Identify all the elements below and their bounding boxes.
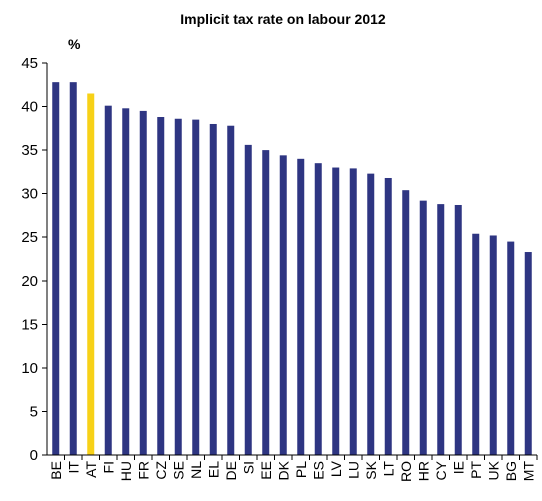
y-tick-label: 10 [21, 360, 38, 377]
x-tick-label-pl: PL [293, 461, 309, 478]
bar-cz [157, 117, 165, 455]
bar-lu [349, 168, 357, 455]
bar-si [244, 144, 252, 455]
x-tick-label-hr: HR [415, 461, 431, 481]
bar-hr [419, 200, 427, 455]
bars [52, 82, 532, 456]
x-tick-label-el: EL [205, 461, 221, 478]
bar-at [87, 93, 95, 456]
x-tick-label-ro: RO [398, 461, 414, 482]
y-tick-label: 40 [21, 99, 38, 116]
bar-dk [279, 155, 287, 455]
bar-fi [104, 105, 112, 456]
bar-be [52, 82, 60, 455]
bar-ro [402, 190, 410, 455]
x-tick-label-nl: NL [188, 461, 204, 479]
bar-se [174, 118, 182, 455]
x-tick-label-it: IT [65, 461, 81, 474]
bar-es [314, 163, 322, 455]
bar-it [69, 82, 77, 455]
bar-lv [332, 167, 340, 455]
x-tick-label-es: ES [310, 461, 326, 480]
bar-pt [472, 233, 480, 455]
y-tick-label: 30 [21, 186, 38, 203]
bar-el [209, 123, 217, 455]
bar-mt [524, 252, 532, 455]
x-tick-label-ee: EE [258, 461, 274, 480]
x-tick-label-cz: CZ [153, 461, 169, 480]
y-tick-label: 5 [30, 403, 38, 420]
x-tick-label-lv: LV [328, 460, 344, 477]
unit-label: % [68, 36, 81, 52]
x-tick-label-mt: MT [520, 461, 536, 482]
bar-hu [122, 108, 130, 456]
x-tick-label-sk: SK [363, 460, 379, 479]
chart-title: Implicit tax rate on labour 2012 [180, 11, 386, 27]
x-tick-label-hu: HU [118, 461, 134, 481]
bar-ee [262, 150, 270, 456]
x-axis: BE IT AT FI HU FR CZ SE NL EL DE SI EE DK PL ES LV LU SK LT… [47, 454, 538, 482]
x-tick-label-lu: LU [345, 461, 361, 479]
y-tick-label: 25 [21, 229, 38, 246]
x-tick-label-lt: LT [380, 461, 396, 477]
bar-lt [384, 177, 392, 456]
bar-sk [367, 173, 375, 455]
x-tick-label-fr: FR [135, 461, 151, 480]
x-tick-label-at: AT [83, 461, 99, 478]
bar-bg [507, 241, 515, 455]
x-tick-label-ie: IE [450, 461, 466, 474]
y-tick-label: 45 [21, 55, 38, 72]
bar-de [227, 125, 235, 455]
x-tick-label-cy: CY [433, 460, 449, 480]
bar-cy [437, 204, 445, 455]
y-tick-label: 0 [30, 447, 38, 464]
x-tick-label-se: SE [170, 461, 186, 480]
x-tick-label-be: BE [48, 461, 64, 480]
bar-ie [454, 204, 462, 455]
y-tick-label: 35 [21, 142, 38, 159]
x-tick-label-si: SI [240, 461, 256, 474]
y-tick-label: 15 [21, 316, 38, 333]
x-tick-label-de: DE [223, 461, 239, 480]
x-tick-label-fi: FI [100, 461, 116, 473]
y-axis: 0 5 10 15 20 25 30 35 40 45 [21, 55, 48, 464]
x-tick-label-bg: BG [503, 461, 519, 481]
bar-uk [489, 235, 497, 455]
bar-nl [192, 119, 200, 456]
bar-fr [139, 110, 147, 455]
bar-pl [297, 158, 305, 455]
x-tick-label-pt: PT [468, 461, 484, 479]
x-tick-label-uk: UK [485, 460, 501, 480]
x-tick-label-dk: DK [275, 460, 291, 480]
y-tick-label: 20 [21, 273, 38, 290]
